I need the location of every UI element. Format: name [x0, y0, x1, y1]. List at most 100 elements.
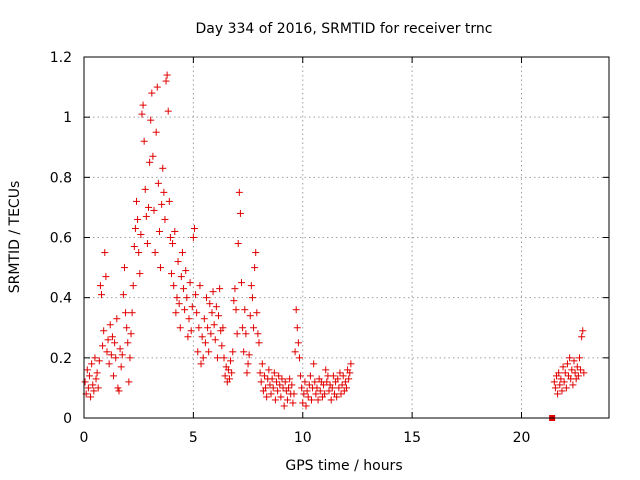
data-point	[268, 375, 276, 383]
data-point	[154, 179, 162, 187]
data-point	[146, 158, 154, 166]
data-point	[302, 402, 310, 410]
data-point	[168, 270, 175, 278]
data-point	[176, 324, 184, 332]
data-point	[248, 294, 256, 302]
data-point	[283, 396, 291, 404]
data-point	[313, 384, 321, 392]
data-points	[81, 71, 588, 421]
data-point	[338, 381, 346, 389]
data-point	[337, 390, 345, 398]
data-point	[288, 381, 296, 389]
data-point	[206, 300, 214, 308]
data-point	[153, 83, 161, 91]
data-point	[111, 339, 119, 347]
data-point	[231, 285, 239, 293]
data-point	[269, 384, 277, 392]
data-point	[161, 215, 169, 223]
data-point	[556, 381, 564, 389]
data-point	[180, 285, 188, 293]
data-point	[136, 270, 144, 278]
data-point	[233, 330, 241, 338]
data-point	[140, 137, 148, 145]
data-point	[345, 375, 353, 383]
data-point	[199, 354, 207, 362]
data-point	[327, 396, 335, 404]
x-axis-label: GPS time / hours	[285, 458, 402, 474]
data-point	[258, 360, 266, 368]
data-point	[158, 200, 166, 208]
data-point	[160, 188, 168, 196]
data-point	[293, 324, 301, 332]
data-point	[256, 369, 264, 377]
chart-title: Day 334 of 2016, SRMTID for receiver trn…	[196, 21, 493, 37]
data-point	[299, 399, 307, 407]
data-point	[134, 215, 142, 223]
data-point	[147, 116, 155, 124]
data-point	[170, 282, 178, 290]
data-point	[120, 264, 128, 272]
data-point	[177, 273, 185, 281]
data-point	[123, 324, 131, 332]
data-point	[276, 381, 284, 389]
data-point	[188, 303, 196, 311]
y-tick-label: 0.6	[50, 231, 72, 247]
data-point	[341, 378, 349, 386]
data-point	[220, 354, 228, 362]
data-point	[117, 363, 125, 371]
data-point	[242, 330, 250, 338]
data-point	[196, 282, 204, 290]
data-point	[243, 369, 251, 377]
data-point	[227, 357, 235, 365]
data-point	[250, 324, 258, 332]
data-point	[346, 369, 354, 377]
data-point	[119, 291, 127, 299]
data-point	[200, 315, 208, 323]
data-point	[208, 309, 216, 317]
data-point	[155, 227, 163, 235]
data-point	[316, 387, 324, 395]
data-point	[245, 351, 253, 359]
data-point	[182, 267, 190, 275]
data-point	[255, 339, 263, 347]
data-point	[557, 375, 565, 383]
data-point	[163, 71, 171, 79]
data-point	[212, 303, 220, 311]
data-point	[300, 390, 308, 398]
data-point	[116, 345, 124, 353]
data-point	[162, 77, 170, 85]
data-point	[172, 309, 180, 317]
data-point	[152, 128, 160, 136]
data-point	[211, 336, 219, 344]
data-point	[561, 369, 569, 377]
y-tick-label: 1	[63, 110, 72, 126]
data-point	[295, 354, 303, 362]
data-point	[190, 224, 198, 232]
data-point	[118, 351, 126, 359]
grid-lines	[84, 57, 609, 418]
data-point	[87, 393, 95, 401]
data-point	[141, 185, 149, 193]
data-point	[339, 372, 347, 380]
x-tick-label: 10	[294, 430, 312, 446]
data-point	[142, 212, 150, 220]
data-point	[230, 297, 238, 305]
data-point	[323, 378, 331, 386]
data-point	[251, 264, 259, 272]
data-point	[125, 378, 133, 386]
data-point	[347, 360, 355, 368]
data-point	[171, 227, 179, 235]
data-point	[137, 230, 145, 238]
data-point	[241, 306, 249, 314]
data-point	[115, 387, 123, 395]
data-point	[263, 393, 271, 401]
data-point	[291, 348, 299, 356]
data-point	[189, 234, 197, 241]
data-point	[221, 372, 229, 380]
data-point	[106, 321, 114, 329]
data-point	[131, 224, 139, 232]
data-point	[260, 372, 268, 380]
data-point	[203, 294, 210, 302]
data-point	[570, 357, 578, 365]
data-point	[210, 321, 218, 329]
